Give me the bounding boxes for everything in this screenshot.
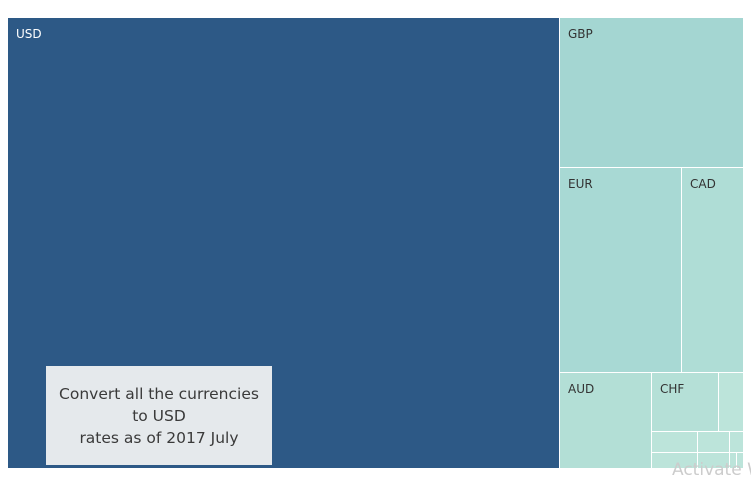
tile-label-chf: CHF (660, 382, 685, 396)
tile-minor[interactable] (698, 432, 729, 452)
tile-minor[interactable] (652, 432, 697, 452)
tile-chf[interactable]: CHF (652, 373, 718, 431)
tile-gbp[interactable]: GBP (560, 18, 743, 167)
tile-label-usd: USD (16, 27, 42, 41)
tile-label-aud: AUD (568, 382, 595, 396)
tile-minor[interactable] (698, 453, 729, 468)
tile-aud[interactable]: AUD (560, 373, 651, 468)
tile-minor[interactable] (730, 453, 736, 468)
tile-label-eur: EUR (568, 177, 593, 191)
activation-watermark: Activate W (672, 460, 751, 480)
annotation-line: Convert all the currencies (59, 384, 259, 403)
tile-minor[interactable] (719, 373, 743, 431)
annotation-line: rates as of 2017 July (79, 428, 239, 447)
tile-minor[interactable] (730, 432, 743, 452)
annotation-box: Convert all the currencies to USD rates … (46, 366, 272, 465)
tile-cad[interactable]: CAD (682, 168, 743, 372)
tile-minor[interactable] (652, 453, 697, 468)
tile-label-cad: CAD (690, 177, 716, 191)
tile-minor[interactable] (737, 453, 743, 468)
annotation-line: to USD (132, 406, 186, 425)
tile-label-gbp: GBP (568, 27, 593, 41)
tile-eur[interactable]: EUR (560, 168, 681, 372)
